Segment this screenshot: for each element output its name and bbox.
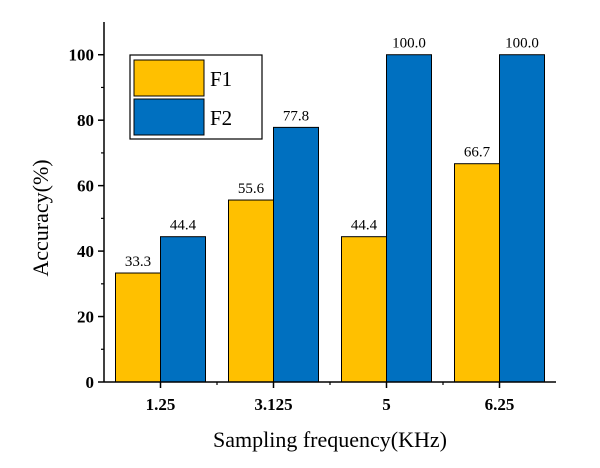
data-label-f1-1_25: 33.3	[125, 254, 151, 270]
data-label-f1-5: 44.4	[351, 218, 378, 234]
data-label-f2-6_25: 100.0	[505, 36, 539, 52]
y-tick-label: 0	[86, 373, 95, 392]
x-tick-label: 6.25	[485, 395, 515, 414]
bar-f2-5	[386, 54, 432, 383]
legend-swatch-f1	[133, 59, 205, 97]
legend: F1 F2	[129, 54, 263, 140]
legend-label-f2: F2	[210, 106, 232, 130]
data-labels-layer: 33.3 44.4 55.6 77.8 44.4 100.0 66.7 100.0	[125, 36, 539, 270]
bar-f2-3_125	[273, 126, 319, 383]
bars-layer	[115, 54, 545, 383]
x-axis-title: Sampling frequency(KHz)	[213, 427, 447, 452]
bar-f2-6_25	[499, 54, 545, 383]
bar-f1-5	[341, 236, 387, 383]
bar-f1-6_25	[454, 163, 500, 383]
ticks-layer: 0 20 40 60 80 100 1.25 3.125 5 6.25	[69, 46, 515, 414]
data-label-f2-1_25: 44.4	[170, 218, 197, 234]
x-tick-label: 1.25	[146, 395, 176, 414]
data-label-f2-3_125: 77.8	[283, 108, 309, 124]
legend-swatch-f2	[133, 98, 205, 136]
data-label-f1-3_125: 55.6	[238, 181, 265, 197]
bar-f2-1_25	[160, 236, 206, 383]
bar-f1-3_125	[228, 199, 274, 383]
y-tick-label: 60	[77, 177, 94, 196]
y-tick-label: 80	[77, 111, 94, 130]
legend-label-f1: F1	[210, 67, 232, 91]
data-label-f2-5: 100.0	[392, 36, 426, 52]
data-label-f1-6_25: 66.7	[464, 145, 491, 161]
y-tick-label: 20	[77, 308, 94, 327]
x-tick-label: 5	[382, 395, 391, 414]
y-tick-label: 40	[77, 242, 94, 261]
y-axis-title: Accuracy(%)	[28, 159, 53, 276]
bar-f1-1_25	[115, 272, 161, 383]
x-tick-label: 3.125	[254, 395, 292, 414]
y-tick-label: 100	[69, 46, 95, 65]
